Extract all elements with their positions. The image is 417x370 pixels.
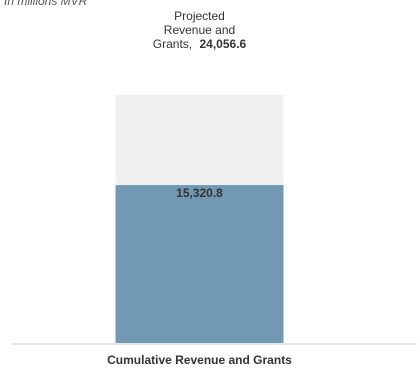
projection-label: Projected Revenue and Grants, 24,056.6: [151, 9, 249, 51]
x-tick-label: Cumulative Revenue and Grants: [107, 353, 292, 367]
bar: [115, 185, 284, 343]
value-label: 15,320.8: [176, 186, 223, 200]
series-name: Projected Revenue and Grants,: [152, 9, 236, 51]
subtitle: In millions MVR: [4, 0, 88, 8]
value-label: 24,056.6: [199, 37, 247, 51]
